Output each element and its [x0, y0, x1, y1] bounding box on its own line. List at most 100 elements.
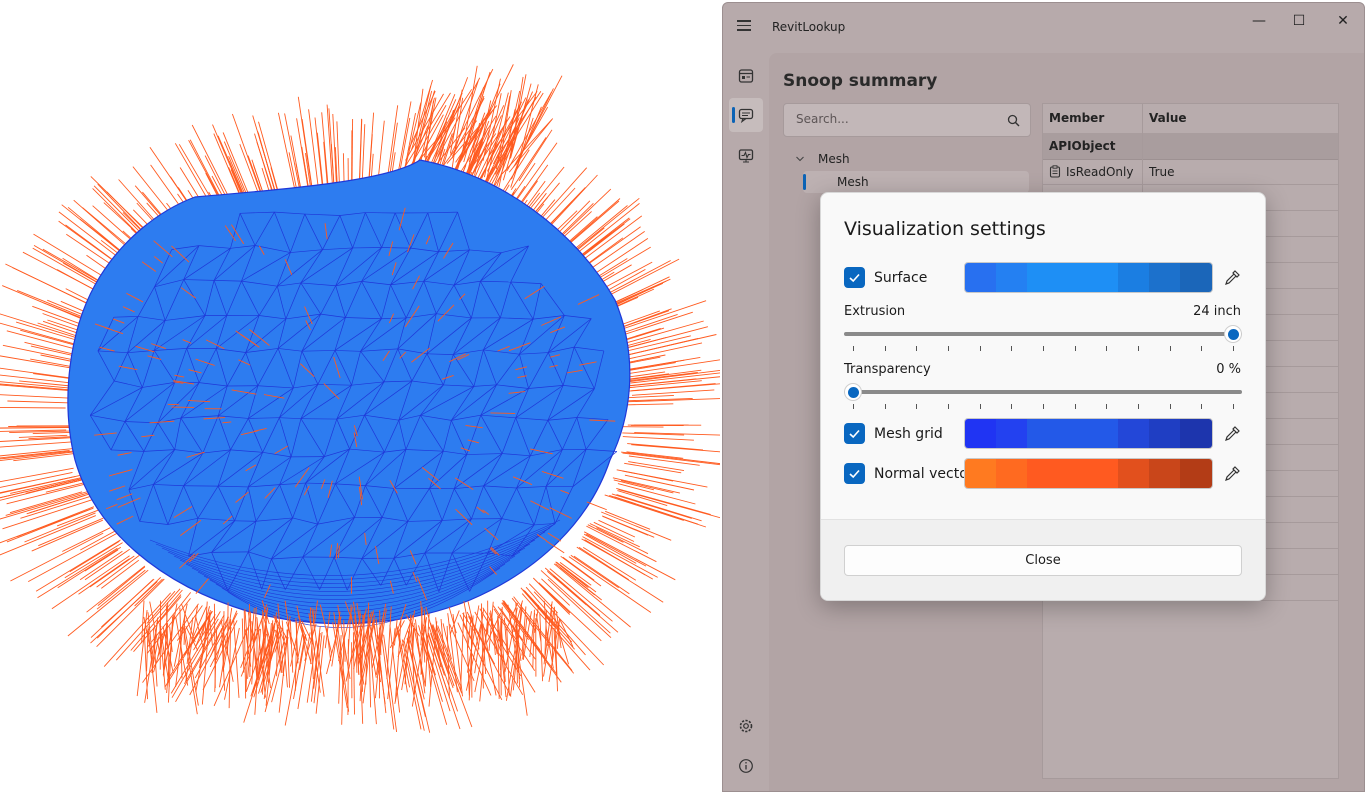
slider-tick — [1011, 346, 1012, 351]
selection-indicator — [803, 174, 806, 190]
mesh-visualization — [0, 0, 720, 794]
column-divider — [1142, 104, 1143, 133]
group-title: APIObject — [1049, 139, 1115, 153]
group-header[interactable]: APIObject — [1043, 133, 1338, 160]
slider-tick — [1106, 346, 1107, 351]
normal-vector-checkbox[interactable] — [844, 463, 865, 484]
extrusion-slider[interactable] — [844, 324, 1242, 354]
checkmark-icon — [848, 427, 861, 440]
nav-about[interactable] — [729, 749, 763, 783]
maximize-button[interactable]: ☐ — [1282, 11, 1316, 31]
normal-vector-color-swatch[interactable] — [964, 458, 1213, 489]
extrusion-value: 24 inch — [1193, 304, 1241, 319]
minimize-button[interactable]: — — [1242, 11, 1276, 31]
eyedropper-icon[interactable] — [1222, 464, 1242, 484]
transparency-slider[interactable] — [844, 382, 1242, 412]
navigation-sidebar — [723, 53, 769, 792]
slider-tick — [1201, 346, 1202, 351]
dialog-title: Visualization settings — [844, 218, 1046, 240]
slider-tick — [1233, 404, 1234, 409]
eyedropper-icon[interactable] — [1222, 424, 1242, 444]
slider-tick — [980, 346, 981, 351]
swatch-segment — [1180, 459, 1212, 488]
grid-header: Member Value — [1043, 104, 1338, 134]
slider-track — [844, 332, 1242, 336]
nav-settings[interactable] — [729, 709, 763, 743]
slider-tick — [885, 346, 886, 351]
chevron-down-icon[interactable] — [795, 154, 805, 164]
nav-dashboard[interactable] — [729, 59, 763, 93]
mesh-grid-checkbox[interactable] — [844, 423, 865, 444]
nav-snoop-summary[interactable] — [729, 98, 763, 132]
swatch-segment — [1118, 263, 1149, 292]
swatch-segment — [1027, 263, 1117, 292]
search-icon[interactable] — [1007, 114, 1020, 127]
slider-tick — [1138, 404, 1139, 409]
slider-tick — [853, 404, 854, 409]
column-header-value[interactable]: Value — [1149, 111, 1187, 125]
swatch-segment — [1118, 419, 1149, 448]
mesh-grid-color-swatch[interactable] — [964, 418, 1213, 449]
transparency-label: Transparency — [844, 362, 931, 377]
nav-events-monitor[interactable] — [729, 139, 763, 173]
swatch-segment — [1149, 263, 1180, 292]
tree-item-root[interactable]: Mesh — [818, 152, 850, 166]
swatch-segment — [965, 419, 996, 448]
about-icon — [738, 758, 754, 774]
surface-checkbox[interactable] — [844, 267, 865, 288]
swatch-segment — [1149, 419, 1180, 448]
slider-tick — [948, 346, 949, 351]
swatch-segment — [1027, 459, 1117, 488]
tree-item-selected[interactable]: Mesh — [803, 171, 1029, 193]
slider-tick — [1106, 404, 1107, 409]
snoop-summary-icon — [738, 107, 754, 123]
tree-item-child-label: Mesh — [837, 175, 869, 189]
slider-tick — [1043, 346, 1044, 351]
dashboard-icon — [738, 68, 754, 84]
member-cell: IsReadOnly — [1066, 165, 1133, 179]
slider-tick — [1233, 346, 1234, 351]
slider-tick — [1043, 404, 1044, 409]
page-title: Snoop summary — [783, 71, 937, 91]
slider-tick — [916, 346, 917, 351]
search-box — [783, 103, 1031, 137]
slider-tick — [1170, 346, 1171, 351]
checkmark-icon — [848, 271, 861, 284]
slider-track — [844, 390, 1242, 394]
slider-tick — [1075, 346, 1076, 351]
swatch-segment — [1027, 419, 1117, 448]
mesh-grid-label: Mesh grid — [874, 426, 943, 442]
active-indicator — [732, 107, 735, 123]
title-bar: RevitLookup — ☐ ✕ — [723, 3, 1364, 53]
slider-tick — [948, 404, 949, 409]
slider-thumb[interactable] — [844, 383, 862, 401]
events-monitor-icon — [738, 148, 754, 164]
clipboard-icon — [1049, 165, 1061, 178]
slider-tick — [853, 346, 854, 351]
surface-label: Surface — [874, 270, 927, 286]
slider-tick — [885, 404, 886, 409]
hamburger-menu-icon[interactable] — [733, 17, 757, 39]
swatch-segment — [965, 263, 996, 292]
swatch-segment — [1149, 459, 1180, 488]
search-input[interactable] — [794, 111, 998, 127]
close-button[interactable]: Close — [844, 545, 1242, 576]
slider-thumb[interactable] — [1224, 325, 1242, 343]
normal-vector-label: Normal vector — [874, 466, 974, 482]
swatch-segment — [1180, 419, 1212, 448]
value-cell: True — [1149, 165, 1175, 179]
settings-icon — [738, 718, 754, 734]
slider-tick — [1170, 404, 1171, 409]
revit-3d-viewport[interactable] — [0, 0, 720, 794]
swatch-segment — [996, 263, 1027, 292]
slider-tick — [1201, 404, 1202, 409]
app-title: RevitLookup — [772, 20, 845, 34]
swatch-segment — [1180, 263, 1212, 292]
eyedropper-icon[interactable] — [1222, 268, 1242, 288]
surface-color-swatch[interactable] — [964, 262, 1213, 293]
close-window-button[interactable]: ✕ — [1326, 11, 1360, 31]
column-header-member[interactable]: Member — [1049, 111, 1104, 125]
swatch-segment — [1118, 459, 1149, 488]
checkmark-icon — [848, 467, 861, 480]
table-row[interactable]: IsReadOnly True — [1043, 159, 1338, 185]
